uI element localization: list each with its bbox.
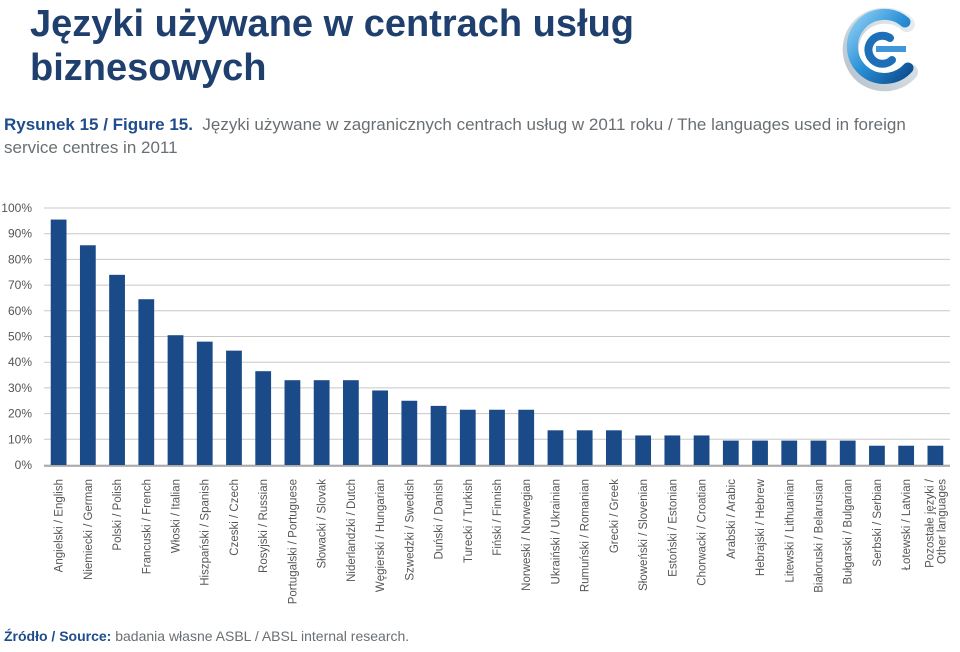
bar bbox=[138, 299, 155, 465]
bar bbox=[869, 445, 885, 465]
x-tick-label: Arabski / Arabic bbox=[726, 479, 738, 559]
y-tick-label: 50% bbox=[8, 330, 32, 344]
y-tick-label: 20% bbox=[8, 407, 32, 421]
bar bbox=[810, 440, 827, 465]
figure-label: Rysunek 15 / Figure 15. bbox=[4, 115, 193, 134]
x-tick-label: Norweski / Norwegian bbox=[521, 479, 533, 591]
bar bbox=[50, 219, 67, 465]
bar bbox=[547, 430, 564, 465]
bar bbox=[342, 380, 359, 465]
y-tick-label: 80% bbox=[8, 252, 32, 266]
x-tick-label: Duński / Danish bbox=[434, 479, 446, 560]
x-tick-label: Fiński / Finnish bbox=[492, 479, 504, 556]
x-tick-label: Niemiecki / German bbox=[83, 479, 95, 580]
x-tick-label: Pozostałe języki /Other languages bbox=[924, 478, 948, 568]
x-tick-label: Litewski / Lithuanian bbox=[784, 479, 796, 583]
bar bbox=[693, 435, 710, 465]
bar bbox=[226, 350, 242, 465]
x-tick-label: Angielski / English bbox=[54, 479, 66, 572]
y-tick-label: 0% bbox=[15, 458, 33, 472]
y-tick-label: 60% bbox=[8, 304, 32, 318]
bar bbox=[518, 409, 535, 465]
company-logo-icon bbox=[842, 7, 918, 92]
bar bbox=[255, 371, 272, 465]
x-tick-label: Hiszpański / Spanish bbox=[200, 479, 212, 586]
bar bbox=[109, 274, 125, 465]
source-text: badania własne ASBL / ABSL internal rese… bbox=[115, 628, 410, 644]
source-note: Źródło / Source: badania własne ASBL / A… bbox=[4, 628, 409, 644]
x-tick-label: Węgierski / Hungarian bbox=[375, 479, 387, 592]
x-tick-label: Chorwacki / Croatian bbox=[697, 479, 709, 586]
x-tick-label: Portugalski / Portuguese bbox=[287, 479, 299, 604]
bar bbox=[722, 440, 739, 465]
bar bbox=[196, 341, 213, 465]
x-tick-label: Białoruski / Belarusian bbox=[813, 479, 825, 593]
bar bbox=[927, 445, 944, 465]
x-tick-label: Rosyjski / Russian bbox=[258, 479, 270, 573]
bar bbox=[284, 380, 301, 465]
x-tick-label: Słowacki / Slovak bbox=[317, 479, 329, 569]
y-tick-label: 70% bbox=[8, 278, 32, 292]
y-tick-label: 30% bbox=[8, 381, 32, 395]
bar bbox=[635, 435, 652, 465]
x-tick-label: Włoski / Italian bbox=[171, 479, 183, 553]
bar bbox=[313, 380, 330, 465]
bar-chart: 0% 10% 20% 30% 40% 50% 60% 70% 80% 90% 100% Angiels… bbox=[1, 201, 950, 604]
x-tick-label: Słoweński / Slovenian bbox=[638, 479, 650, 591]
x-tick-label: Polski / Polish bbox=[112, 479, 124, 551]
bar bbox=[489, 409, 505, 465]
x-tick-label: Łotewski / Latvian bbox=[901, 479, 913, 570]
bar bbox=[430, 405, 447, 465]
bar bbox=[664, 435, 681, 465]
bar bbox=[898, 445, 915, 465]
bar bbox=[79, 245, 96, 465]
bar bbox=[576, 430, 593, 465]
x-tick-label: Czeski / Czech bbox=[229, 479, 241, 556]
x-tick-label: Turecki / Turkish bbox=[463, 479, 475, 563]
bar bbox=[167, 335, 184, 465]
x-tick-label: Grecki / Greek bbox=[609, 479, 621, 553]
x-tick-label: Estoński / Estonian bbox=[667, 479, 679, 577]
bar bbox=[781, 440, 798, 465]
bar bbox=[839, 440, 856, 465]
x-tick-label: Hebrajski / Hebrew bbox=[755, 478, 767, 576]
slide-title: Języki używane w centrach usług biznesow… bbox=[30, 3, 634, 89]
figure-caption-text: Języki używane w zagranicznych centrach … bbox=[4, 115, 906, 157]
y-tick-label: 90% bbox=[8, 227, 32, 241]
x-tick-label: Szwedzki / Swedish bbox=[404, 479, 416, 581]
x-tick-label: Francuski / French bbox=[141, 479, 153, 574]
bar bbox=[459, 409, 476, 465]
y-tick-label: 40% bbox=[8, 355, 32, 369]
y-tick-label: 10% bbox=[8, 432, 32, 446]
x-tick-label: Bułgarski / Bulgarian bbox=[843, 479, 855, 584]
x-tick-label: Rumuński / Romanian bbox=[580, 479, 592, 592]
x-tick-label: Niderlandzki / Dutch bbox=[346, 479, 358, 582]
y-tick-label: 100% bbox=[1, 201, 32, 215]
bar bbox=[401, 400, 418, 465]
bar bbox=[606, 430, 622, 465]
source-label: Źródło / Source: bbox=[4, 628, 112, 644]
x-tick-label: Serbski / Serbian bbox=[872, 479, 884, 567]
figure-caption: Rysunek 15 / Figure 15. Języki używane w… bbox=[4, 113, 952, 159]
bar bbox=[752, 440, 768, 465]
x-tick-label: Ukraiński / Ukrainian bbox=[550, 479, 562, 584]
bar bbox=[372, 390, 388, 465]
